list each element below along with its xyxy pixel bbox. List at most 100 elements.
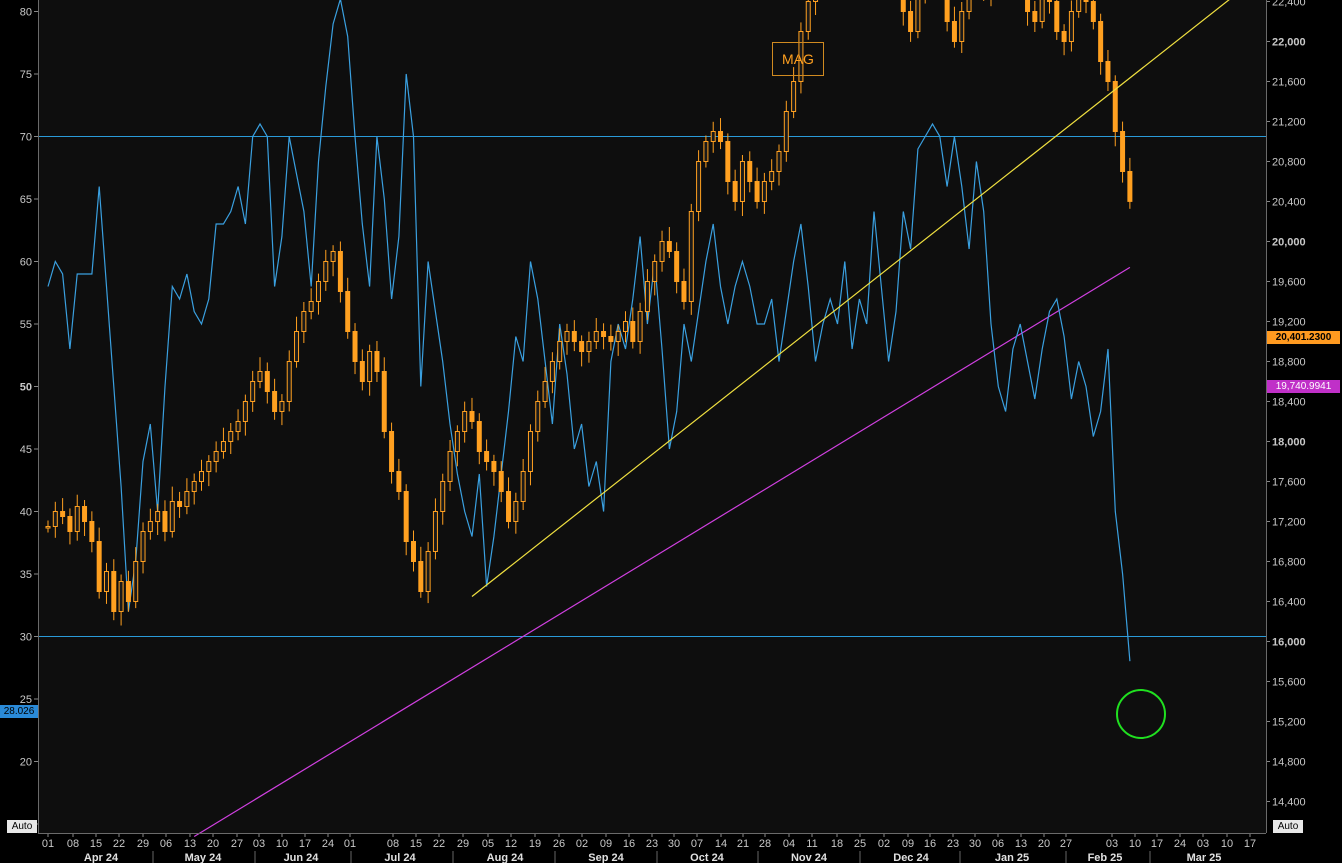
candle-body xyxy=(60,511,66,517)
candle-body xyxy=(798,31,804,82)
candle-body xyxy=(1105,61,1111,82)
last-price-value: 20,401.2300 xyxy=(1275,332,1332,343)
moving-average-line xyxy=(193,266,1131,838)
candle-body xyxy=(630,321,636,342)
x-axis-day-label: 23 xyxy=(947,838,959,850)
candle-body xyxy=(491,461,497,472)
candle-body xyxy=(82,506,88,522)
candle-body xyxy=(579,341,585,352)
candle-body xyxy=(257,371,263,382)
candle-body xyxy=(1032,11,1038,22)
candle-body xyxy=(908,11,914,32)
candle-body xyxy=(674,251,680,282)
candle-body xyxy=(155,511,161,522)
highlight-circle[interactable] xyxy=(1116,689,1166,739)
x-axis-day-label: 02 xyxy=(576,838,588,850)
candle-body xyxy=(747,161,753,182)
left-axis-tick-label: 55 xyxy=(20,319,32,331)
candle-body xyxy=(506,491,512,522)
candle-body xyxy=(1068,11,1074,42)
candle-body xyxy=(769,171,775,182)
x-axis-month-label: Jun 24 xyxy=(284,852,320,863)
candle-body xyxy=(440,481,446,512)
candle-body xyxy=(228,431,234,442)
candle-body xyxy=(498,471,504,492)
candle-body xyxy=(447,451,453,482)
candle-body xyxy=(425,551,431,592)
x-axis-month-label: Mar 25 xyxy=(1187,852,1222,863)
right-axis-tick-label: 18,800 xyxy=(1272,357,1306,369)
x-axis-month-label: Apr 24 xyxy=(84,852,119,863)
candle-body xyxy=(396,471,402,492)
auto-right-label: Auto xyxy=(1277,821,1299,832)
right-axis-tick-label: 21,200 xyxy=(1272,117,1306,129)
candle-body xyxy=(571,331,577,342)
left-axis-tick-label: 65 xyxy=(20,194,32,206)
ticker-label-box: MAG xyxy=(772,42,824,76)
candle-body xyxy=(359,361,365,382)
x-axis-month-label: Oct 24 xyxy=(690,852,725,863)
candle-body xyxy=(754,181,760,202)
right-axis-tick-label: 16,800 xyxy=(1272,557,1306,569)
x-axis-day-label: 24 xyxy=(322,838,334,850)
candle-body xyxy=(462,411,468,432)
candle-body xyxy=(367,351,373,382)
x-axis-day-label: 04 xyxy=(783,838,795,850)
x-axis-day-label: 17 xyxy=(1151,838,1163,850)
x-axis-day-label: 01 xyxy=(344,838,356,850)
candle-body xyxy=(951,21,957,42)
candle-body xyxy=(242,401,248,422)
candle-body xyxy=(703,141,709,162)
x-axis-day-label: 05 xyxy=(482,838,494,850)
candle-body xyxy=(96,541,102,592)
x-axis-day-label: 08 xyxy=(387,838,399,850)
x-axis-day-label: 30 xyxy=(969,838,981,850)
x-axis-day-label: 27 xyxy=(231,838,243,850)
candle-body xyxy=(133,561,139,602)
right-axis-tick-label: 14,400 xyxy=(1272,797,1306,809)
x-axis-day-label: 06 xyxy=(160,838,172,850)
right-axis-tick-label: 17,200 xyxy=(1272,517,1306,529)
x-axis-day-label: 15 xyxy=(90,838,102,850)
left-axis-tick-label: 80 xyxy=(20,7,32,19)
moving-average-value: 19,740.9941 xyxy=(1275,381,1332,392)
right-axis-tick-label: 18,400 xyxy=(1272,397,1306,409)
candle-body xyxy=(696,161,702,212)
candle-body xyxy=(681,281,687,302)
x-axis-day-label: 20 xyxy=(1038,838,1050,850)
candle-body xyxy=(513,501,519,522)
candle-body xyxy=(944,0,950,22)
x-axis-day-label: 09 xyxy=(600,838,612,850)
candle-body xyxy=(725,141,731,182)
candle-body xyxy=(1061,31,1067,42)
right-axis-tick-label: 20,000 xyxy=(1272,237,1306,249)
candle-body xyxy=(411,541,416,562)
candle-body xyxy=(294,331,300,362)
x-axis-day-label: 11 xyxy=(806,838,817,850)
candle-body xyxy=(264,371,270,392)
candle-body xyxy=(403,491,409,542)
candle-body xyxy=(301,311,307,332)
x-axis-day-label: 02 xyxy=(878,838,890,850)
candle-body xyxy=(250,381,256,402)
candle-body xyxy=(1098,21,1104,62)
trendline[interactable] xyxy=(471,0,1240,597)
candle-body xyxy=(352,331,358,362)
candle-body xyxy=(469,411,475,422)
candle-body xyxy=(286,361,292,402)
candle-body xyxy=(52,511,58,527)
candle-body xyxy=(45,526,51,529)
auto-scale-right-button[interactable]: Auto xyxy=(1273,820,1303,833)
candle-body xyxy=(169,501,175,532)
candle-body xyxy=(542,381,548,402)
candle-body xyxy=(615,331,621,342)
candle-body xyxy=(418,561,424,592)
left-axis-tick-label: 60 xyxy=(20,257,32,269)
left-axis-tick-label: 50 xyxy=(20,382,32,394)
rsi-value: 28.026 xyxy=(3,706,35,717)
candle-body xyxy=(791,81,797,112)
auto-scale-left-button[interactable]: Auto xyxy=(7,820,37,833)
candle-body xyxy=(710,131,716,142)
candle-body xyxy=(337,251,343,292)
candle-body xyxy=(718,131,724,142)
